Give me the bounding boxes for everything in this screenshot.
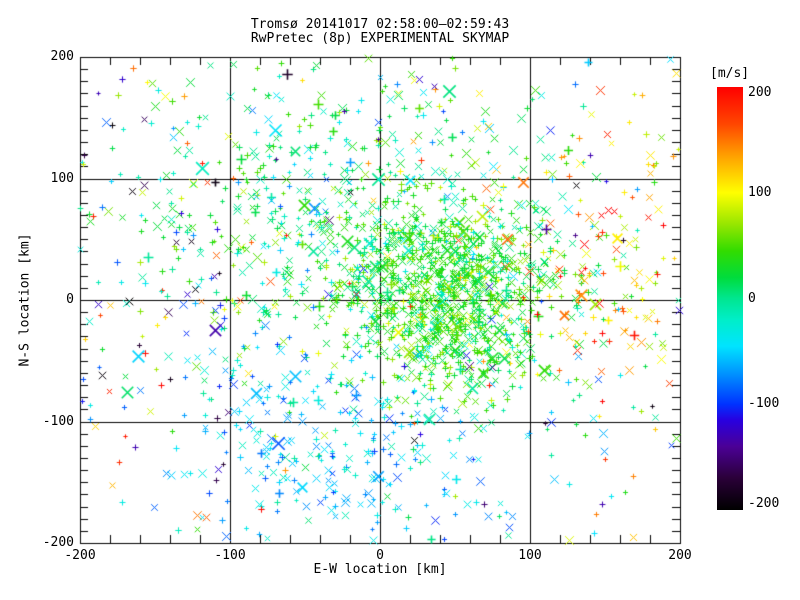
x-tick-label: 200 <box>668 548 692 563</box>
colorbar-unit-label: [m/s] <box>710 66 750 81</box>
x-tick-label: 100 <box>518 548 542 563</box>
y-tick-label: 0 <box>66 292 74 307</box>
y-tick-label: 200 <box>50 49 74 64</box>
y-tick-label: 100 <box>50 170 74 186</box>
colorbar-tick-label: -200 <box>748 496 780 511</box>
x-axis-title: E-W location [km] <box>313 562 447 577</box>
colorbar-tick-label: 100 <box>748 184 772 200</box>
colorbar-tick-label: 0 <box>748 290 756 306</box>
y-tick-label: -200 <box>42 535 74 550</box>
colorbar-gradient <box>717 87 743 510</box>
x-tick-label: 0 <box>376 548 384 563</box>
y-axis-title: N-S location [km] <box>17 233 33 367</box>
x-tick-label: -100 <box>214 548 246 563</box>
colorbar-tick-label: -100 <box>748 396 780 412</box>
y-tick-label: -100 <box>42 413 74 429</box>
colorbar-tick-label: 200 <box>748 85 772 100</box>
x-tick-label: -200 <box>64 548 96 563</box>
velocity-colorbar <box>717 87 743 510</box>
